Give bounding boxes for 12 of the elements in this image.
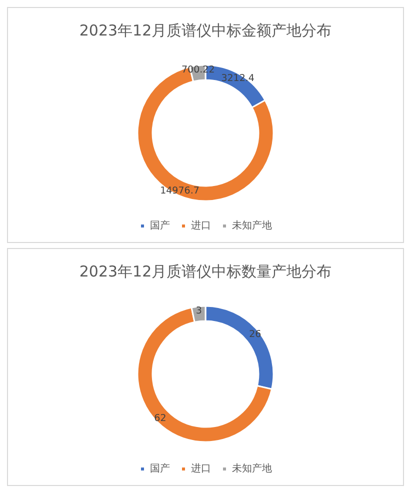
data-label: 26 <box>249 328 262 340</box>
legend-label: 国产 <box>150 462 170 474</box>
chart-title: 2023年12月质谱仪中标金额产地分布 <box>79 22 332 40</box>
data-label: 700.22 <box>181 64 215 76</box>
legend-label: 国产 <box>150 220 170 232</box>
legend-label: 进口 <box>191 220 211 232</box>
legend-label: 未知产地 <box>232 220 272 232</box>
legend-label: 未知产地 <box>232 462 272 474</box>
legend-label: 进口 <box>191 462 211 474</box>
data-label: 62 <box>154 413 166 424</box>
chart-title: 2023年12月质谱仪中标数量产地分布 <box>79 262 332 280</box>
data-label: 3 <box>196 305 202 316</box>
